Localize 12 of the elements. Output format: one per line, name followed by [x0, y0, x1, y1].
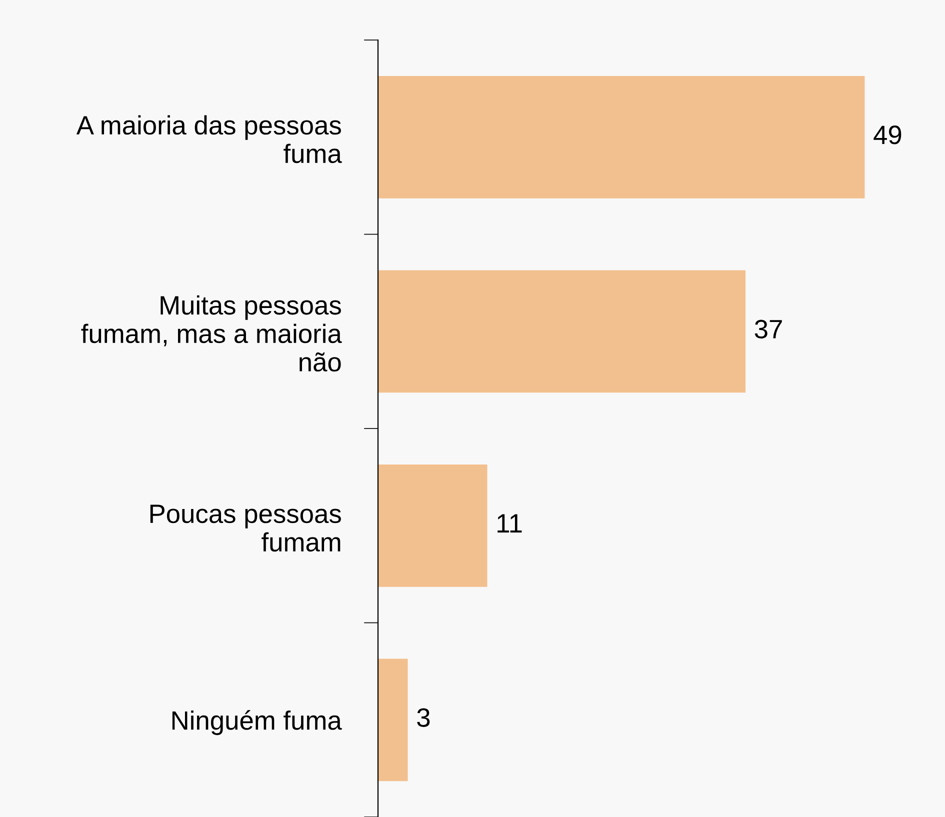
- bar: [378, 658, 408, 782]
- y-tick-label: A maioria das pessoas fuma: [76, 115, 342, 164]
- data-label: 49: [874, 126, 902, 144]
- y-tick-label: Poucas pessoas fumam: [150, 504, 341, 552]
- bar: [378, 464, 488, 587]
- data-label: 11: [498, 514, 522, 532]
- y-tick-label: Muitas pessoas fumam, mas a maioria não: [81, 295, 342, 372]
- data-label: 37: [754, 320, 782, 338]
- data-label: 3: [417, 708, 430, 727]
- bar: [378, 76, 865, 198]
- bar: [378, 270, 746, 393]
- y-tick-label: Ninguém fuma: [172, 710, 342, 736]
